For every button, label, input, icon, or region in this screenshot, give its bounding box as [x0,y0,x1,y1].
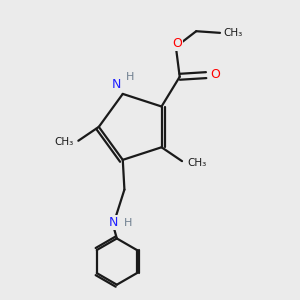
Text: CH₃: CH₃ [224,28,243,38]
Text: H: H [126,72,134,82]
Text: N: N [112,78,122,91]
Text: CH₃: CH₃ [55,137,74,147]
Text: O: O [210,68,220,81]
Text: O: O [172,37,182,50]
Text: H: H [124,218,132,228]
Text: CH₃: CH₃ [187,158,206,168]
Text: N: N [109,216,118,229]
